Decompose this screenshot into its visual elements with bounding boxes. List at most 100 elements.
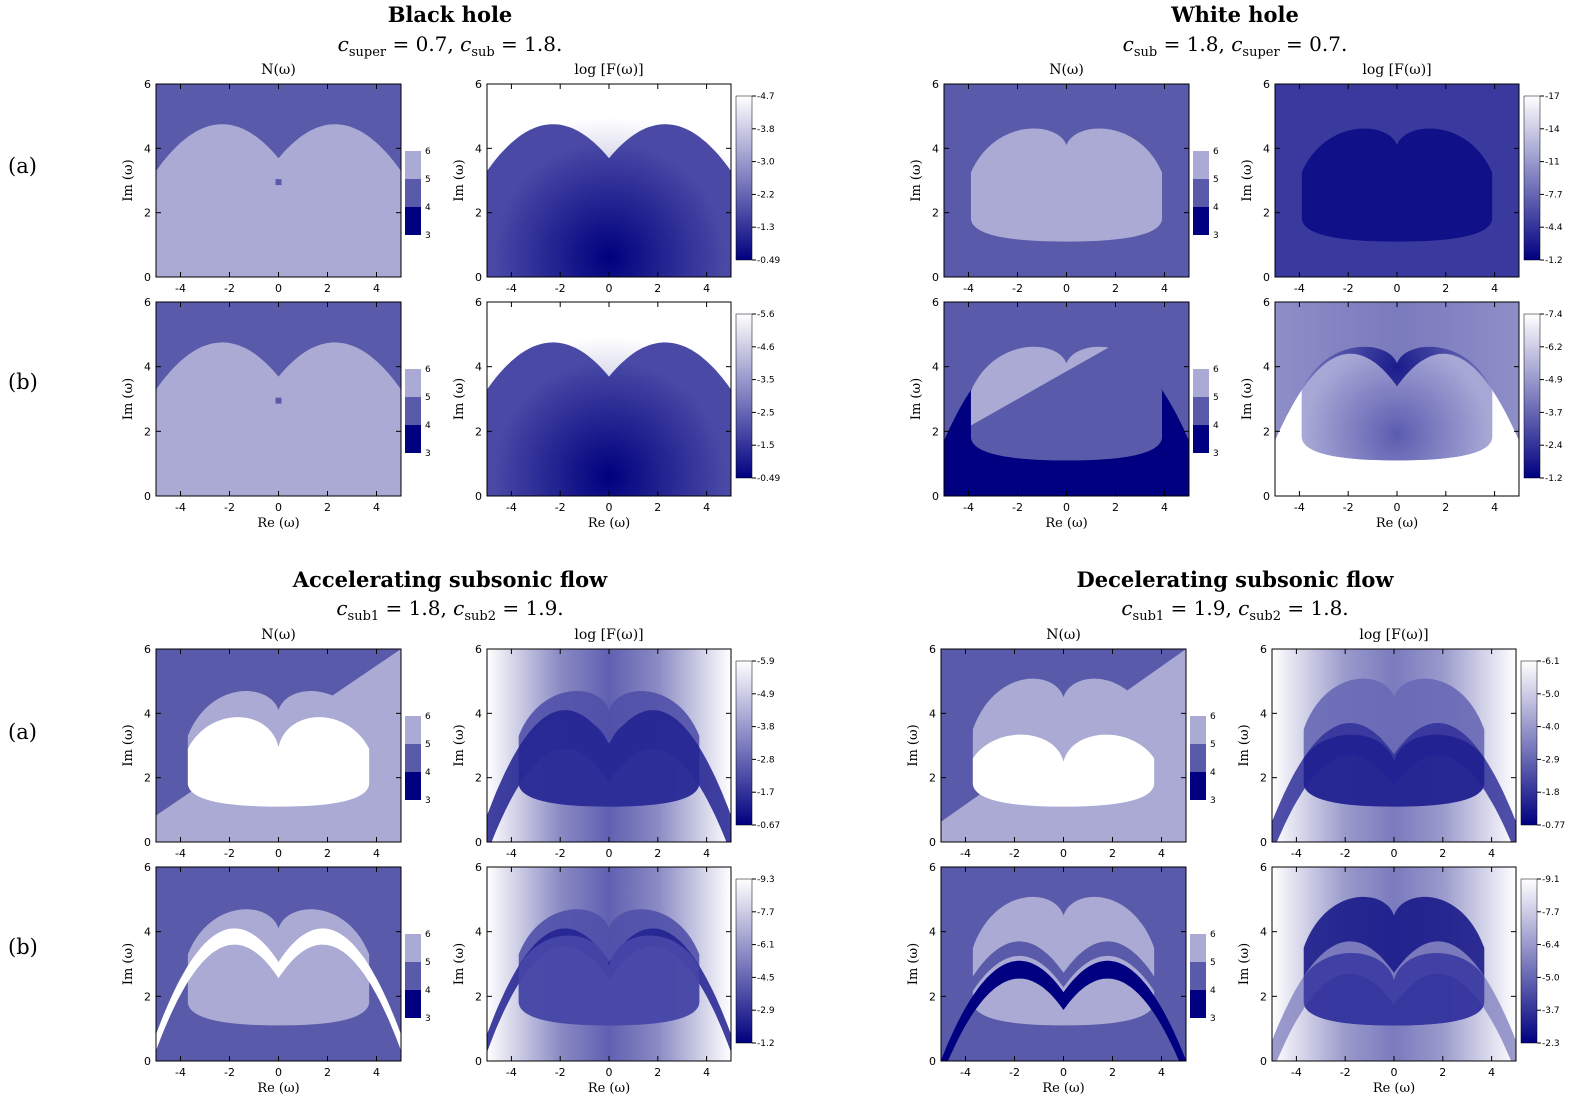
y-tick-label: 4 [475, 926, 482, 939]
f-colorbar-tick: -2.8 [757, 755, 775, 765]
y-tick-label: 0 [929, 836, 936, 849]
f-colorbar-tick: -1.5 [757, 441, 775, 451]
f-colorbar-tick: -14 [1545, 125, 1560, 135]
n-colorbar-swatch [405, 772, 421, 800]
x-tick-label: 4 [1158, 847, 1165, 860]
f-colorbar-tick: -4.5 [757, 973, 775, 983]
x-tick-label: -4 [506, 282, 517, 295]
x-axis-label: Re (ω) [588, 516, 630, 531]
x-tick-label: 0 [1060, 1066, 1067, 1079]
x-tick-label: 2 [324, 1066, 331, 1079]
y-axis-label: Im (ω) [909, 159, 924, 201]
f-colorbar-tick: -4.6 [757, 343, 775, 353]
y-tick-label: 4 [475, 361, 482, 374]
y-tick-label: 4 [932, 361, 939, 374]
x-tick-label: 2 [1109, 1066, 1116, 1079]
f-colorbar-tick: -9.1 [1542, 875, 1560, 885]
x-tick-label: 2 [1439, 847, 1446, 860]
y-tick-label: 6 [1263, 296, 1270, 309]
n-colorbar-swatch [405, 397, 421, 425]
n-colorbar-swatch [1190, 934, 1206, 962]
quadrant-params-white-hole: csub = 1.8, csuper = 0.7. [1035, 32, 1435, 65]
f-colorbar-tick: -6.4 [1542, 941, 1560, 951]
x-tick-label: 4 [1161, 282, 1168, 295]
x-tick-label: -2 [555, 847, 566, 860]
x-tick-label: 0 [606, 501, 613, 514]
plot-area [156, 302, 401, 496]
y-tick-label: 2 [1260, 990, 1267, 1003]
x-tick-label: -2 [1343, 282, 1354, 295]
x-tick-label: 2 [654, 1066, 661, 1079]
plot-area [944, 84, 1189, 277]
x-tick-label: -2 [555, 501, 566, 514]
row-label-bh-b: (b) [8, 370, 38, 394]
f-colorbar-tick: -4.0 [1542, 723, 1560, 733]
y-tick-label: 6 [932, 296, 939, 309]
n-colorbar-swatch [1193, 179, 1209, 207]
y-tick-label: 4 [1263, 142, 1270, 155]
y-tick-label: 2 [932, 207, 939, 220]
panel-title: log [F(ω)] [1362, 62, 1431, 78]
n-colorbar-swatch [405, 425, 421, 453]
y-axis-label: Im (ω) [909, 378, 924, 420]
f-colorbar-tick: -7.4 [1545, 310, 1563, 320]
x-tick-label: -4 [1291, 847, 1302, 860]
y-tick-label: 6 [1263, 78, 1270, 91]
f-colorbar-tick: -1.7 [757, 788, 775, 798]
y-tick-label: 0 [932, 271, 939, 284]
heart-upper [970, 346, 1163, 441]
region-heart-lower [1301, 353, 1493, 461]
param-super: csuper = 0.7. [1231, 32, 1348, 60]
n-colorbar-swatch [1190, 772, 1206, 800]
n-colorbar-tick: 5 [425, 958, 431, 968]
n-colorbar-tick: 6 [425, 930, 431, 940]
x-tick-label: 2 [654, 282, 661, 295]
x-tick-label: 4 [703, 847, 710, 860]
y-tick-label: 4 [929, 926, 936, 939]
y-tick-label: 6 [1260, 861, 1267, 874]
plot-area [1272, 649, 1516, 842]
f-colorbar-tick: -2.5 [757, 408, 775, 418]
x-tick-label: 4 [1158, 1066, 1165, 1079]
x-tick-label: 4 [703, 501, 710, 514]
n-colorbar-tick: 5 [1210, 958, 1216, 968]
n-colorbar-tick: 6 [425, 365, 431, 375]
y-tick-label: 2 [144, 990, 151, 1003]
f-colorbar-tick: -17 [1545, 92, 1560, 102]
x-tick-label: 0 [275, 847, 282, 860]
y-tick-label: 4 [475, 707, 482, 720]
x-tick-label: 2 [324, 501, 331, 514]
x-tick-label: 2 [1112, 282, 1119, 295]
x-tick-label: -2 [224, 1066, 235, 1079]
f-colorbar-tick: -3.7 [1545, 408, 1563, 418]
y-tick-label: 4 [475, 142, 482, 155]
param-sub2: csub2 = 1.9. [453, 596, 564, 624]
x-tick-label: -4 [960, 1066, 971, 1079]
f-colorbar [735, 660, 753, 826]
x-tick-label: 2 [654, 501, 661, 514]
f-colorbar-tick: -4.9 [757, 690, 775, 700]
plot-area [941, 867, 1186, 1061]
y-tick-label: 2 [475, 425, 482, 438]
region-n5 [972, 896, 1155, 1026]
panel-title: N(ω) [261, 627, 296, 643]
n-colorbar-swatch [405, 934, 421, 962]
param-sub1: csub1 = 1.8, [336, 596, 454, 624]
x-tick-label: -4 [963, 501, 974, 514]
plot-area [487, 302, 731, 496]
n-colorbar-swatch [405, 179, 421, 207]
f-colorbar-tick: -6.1 [1542, 657, 1560, 667]
x-tick-label: 0 [606, 282, 613, 295]
n-colorbar-tick: 6 [1210, 930, 1216, 940]
region-n6 [187, 717, 370, 807]
x-tick-label: 2 [1442, 282, 1449, 295]
region-n5 [970, 346, 1163, 441]
x-tick-label: -4 [963, 282, 974, 295]
x-tick-label: -2 [1343, 501, 1354, 514]
plot-area [941, 649, 1186, 842]
f-colorbar-tick: -6.2 [1545, 343, 1563, 353]
x-tick-label: -2 [1009, 1066, 1020, 1079]
x-tick-label: 2 [654, 847, 661, 860]
n-colorbar-tick: 5 [1213, 393, 1219, 403]
n-colorbar-swatch [405, 369, 421, 397]
